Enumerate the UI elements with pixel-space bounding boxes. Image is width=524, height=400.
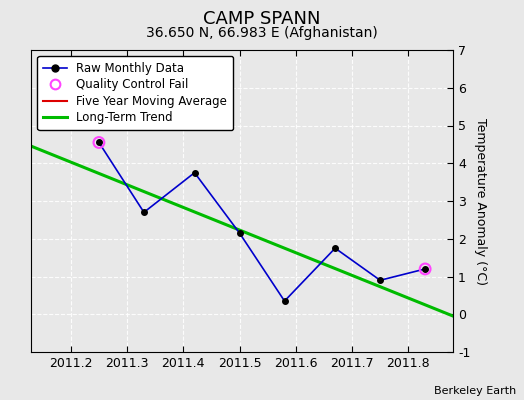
Text: Berkeley Earth: Berkeley Earth <box>434 386 516 396</box>
Y-axis label: Temperature Anomaly (°C): Temperature Anomaly (°C) <box>474 118 487 284</box>
Point <box>280 298 289 304</box>
Point <box>421 266 429 272</box>
Point <box>235 230 244 236</box>
Point <box>331 245 340 251</box>
Legend: Raw Monthly Data, Quality Control Fail, Five Year Moving Average, Long-Term Tren: Raw Monthly Data, Quality Control Fail, … <box>37 56 233 130</box>
Point <box>376 277 384 284</box>
Point <box>140 209 148 216</box>
Point <box>95 139 103 146</box>
Point <box>190 170 199 176</box>
Point <box>95 139 103 146</box>
Text: 36.650 N, 66.983 E (Afghanistan): 36.650 N, 66.983 E (Afghanistan) <box>146 26 378 40</box>
Point <box>421 266 429 272</box>
Text: CAMP SPANN: CAMP SPANN <box>203 10 321 28</box>
